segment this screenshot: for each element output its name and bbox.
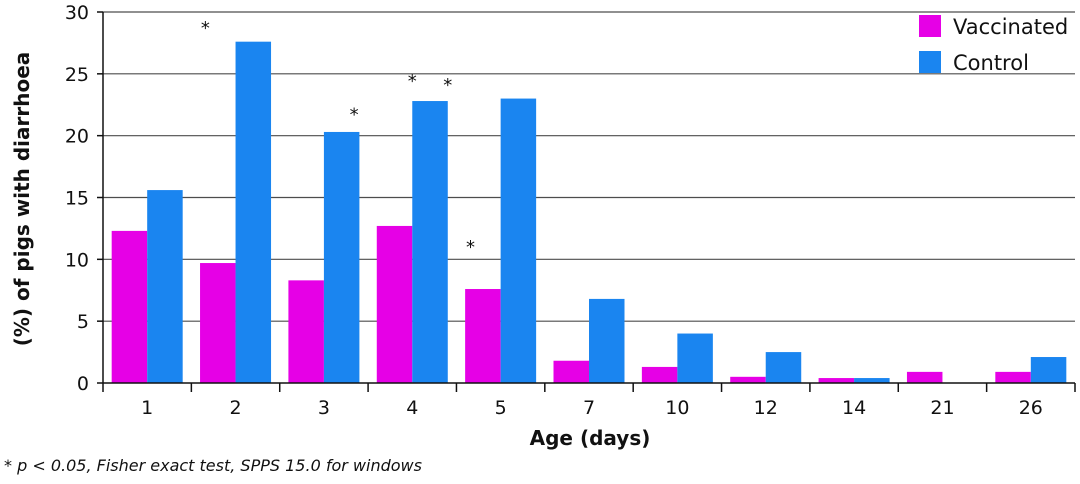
bar-vaccinated-7 bbox=[553, 360, 589, 383]
bar-vaccinated-10 bbox=[641, 366, 678, 383]
y-tick-label: 10 bbox=[65, 249, 89, 271]
x-tick-label: 2 bbox=[229, 397, 241, 419]
bar-vaccinated-4 bbox=[376, 225, 413, 383]
y-tick-label: 25 bbox=[65, 64, 89, 86]
bar-vaccinated-5 bbox=[465, 289, 501, 383]
legend-swatch-vaccinated bbox=[919, 15, 941, 37]
bar-control-1 bbox=[147, 190, 183, 383]
significance-asterisk: * bbox=[201, 18, 210, 39]
bar-control-4 bbox=[412, 101, 448, 383]
bar-control-3 bbox=[323, 131, 360, 383]
bar-vaccinated-1 bbox=[111, 230, 148, 383]
y-tick-label: 30 bbox=[65, 2, 89, 24]
bar-vaccinated-14 bbox=[818, 378, 855, 383]
x-tick-label: 26 bbox=[1019, 397, 1043, 419]
significance-asterisk: * bbox=[443, 75, 452, 96]
x-tick-label: 10 bbox=[665, 397, 689, 419]
x-tick-label: 7 bbox=[583, 397, 595, 419]
y-tick-label: 5 bbox=[77, 311, 89, 333]
bar-vaccinated-2 bbox=[200, 263, 236, 383]
footnote: * p < 0.05, Fisher exact test, SPPS 15.0… bbox=[4, 456, 422, 475]
y-axis-title: (%) of pigs with diarrhoea bbox=[10, 52, 34, 347]
x-axis-title: Age (days) bbox=[530, 426, 651, 450]
bar-vaccinated-26 bbox=[995, 371, 1031, 383]
x-tick-label: 1 bbox=[141, 397, 153, 419]
x-tick-label: 5 bbox=[495, 397, 507, 419]
bar-control-10 bbox=[677, 333, 713, 383]
bar-control-7 bbox=[589, 298, 625, 383]
legend-label-control: Control bbox=[953, 51, 1029, 75]
legend-label-vaccinated: Vaccinated bbox=[953, 15, 1068, 39]
y-tick-label: 15 bbox=[65, 188, 89, 210]
x-tick-label: 4 bbox=[406, 397, 418, 419]
legend-swatch-control bbox=[919, 51, 941, 73]
significance-markers: * * * * * bbox=[201, 18, 475, 258]
significance-asterisk: * bbox=[350, 104, 359, 125]
bar-vaccinated-12 bbox=[730, 376, 766, 383]
y-tick-label: 0 bbox=[77, 373, 89, 395]
bar-vaccinated-21 bbox=[906, 371, 943, 383]
bar-control-2 bbox=[235, 41, 272, 384]
bar-control-14 bbox=[854, 378, 890, 383]
x-tick-label: 14 bbox=[842, 397, 866, 419]
bar-vaccinated-3 bbox=[288, 280, 324, 383]
y-tick-label: 20 bbox=[65, 126, 89, 148]
significance-asterisk: * bbox=[408, 71, 417, 92]
x-tick-label: 12 bbox=[754, 397, 778, 419]
bar-control-5 bbox=[500, 98, 537, 384]
bars bbox=[111, 41, 1067, 384]
significance-asterisk: * bbox=[466, 237, 475, 258]
legend: Vaccinated Control bbox=[919, 15, 1068, 75]
x-tick-label: 21 bbox=[930, 397, 954, 419]
bar-control-26 bbox=[1030, 357, 1067, 383]
bar-control-12 bbox=[765, 352, 802, 383]
x-tick-label: 3 bbox=[318, 397, 330, 419]
